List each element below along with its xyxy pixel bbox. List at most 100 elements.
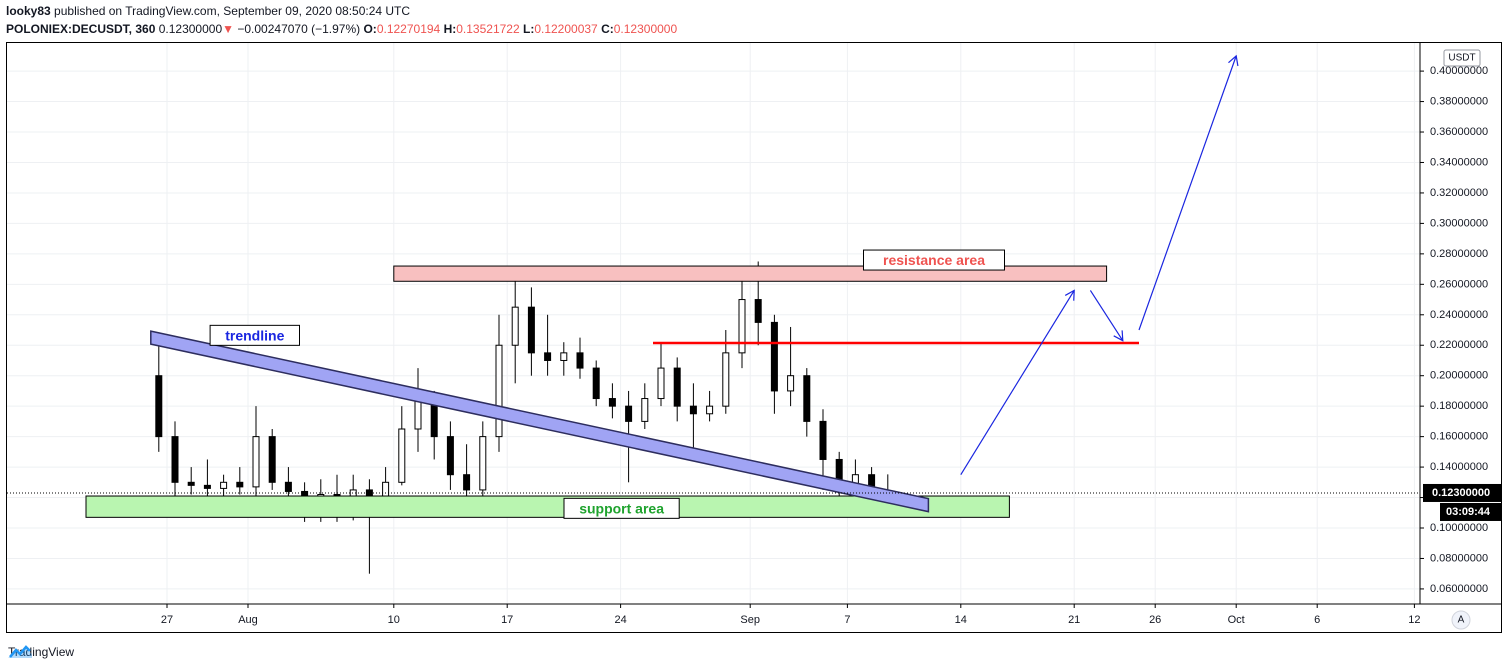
candle[interactable] xyxy=(803,368,811,437)
trendline-label[interactable]: trendline xyxy=(209,324,301,346)
projection-arrow[interactable] xyxy=(1138,54,1239,331)
time-tick-label: Aug xyxy=(238,614,258,626)
candle-body xyxy=(689,405,697,415)
candle[interactable] xyxy=(641,383,649,430)
price-tick-label: 0.08000000 xyxy=(1430,552,1488,564)
candle-body xyxy=(220,481,228,489)
candle-body xyxy=(284,481,292,492)
publish-line: looky83 published on TradingView.com, Se… xyxy=(6,4,410,18)
price-tick-label: 0.28000000 xyxy=(1430,248,1488,260)
open-value: 0.12270194 xyxy=(376,22,441,36)
price-tick-label: 0.16000000 xyxy=(1430,431,1488,443)
candle-body xyxy=(511,306,519,346)
symbol-name[interactable]: POLONIEX:DECUSDT, 360 xyxy=(6,22,156,36)
candle[interactable] xyxy=(203,459,211,498)
candle[interactable] xyxy=(706,390,714,422)
candle[interactable] xyxy=(236,467,244,495)
candle-body xyxy=(722,352,730,407)
candle[interactable] xyxy=(252,406,260,498)
resistance-area-label-box xyxy=(863,249,1005,271)
candle-body xyxy=(187,481,195,486)
candle-body xyxy=(527,306,535,354)
candle[interactable] xyxy=(657,342,665,407)
price-tick-label: 0.14000000 xyxy=(1430,461,1488,473)
tradingview-logo-icon xyxy=(8,645,32,658)
candle[interactable] xyxy=(738,269,746,369)
last-value: 0.12300000 xyxy=(158,22,223,36)
projection-arrow[interactable] xyxy=(1089,290,1124,342)
candle-body xyxy=(252,436,260,488)
countdown-tag-box xyxy=(1440,502,1501,521)
candle-body xyxy=(608,398,616,407)
candle-body xyxy=(236,481,244,488)
candle[interactable] xyxy=(673,357,681,422)
candle[interactable] xyxy=(284,467,292,501)
close-label: C: xyxy=(601,22,614,36)
trendline-channel[interactable] xyxy=(150,330,930,513)
candle[interactable] xyxy=(592,360,600,407)
candle[interactable] xyxy=(414,368,422,452)
candle[interactable] xyxy=(187,467,195,495)
price-tick-label: 0.30000000 xyxy=(1430,217,1488,229)
trendline-label-box xyxy=(209,324,301,346)
candle[interactable] xyxy=(560,342,568,376)
candle-body xyxy=(754,299,762,323)
auto-scale-button[interactable]: A xyxy=(1451,610,1471,630)
time-tick-label: 24 xyxy=(614,614,626,626)
candle[interactable] xyxy=(511,276,519,384)
candle-body xyxy=(414,398,422,430)
candle[interactable] xyxy=(446,421,454,490)
price-tick-label: 0.10000000 xyxy=(1430,522,1488,534)
candle-body xyxy=(155,375,163,438)
time-tick-label: 21 xyxy=(1068,614,1080,626)
price-tick-label: 0.40000000 xyxy=(1430,65,1488,77)
candle[interactable] xyxy=(398,406,406,486)
candle[interactable] xyxy=(268,429,276,490)
candle[interactable] xyxy=(770,314,778,414)
candle[interactable] xyxy=(220,474,228,498)
candle[interactable] xyxy=(787,326,795,407)
close-value: 0.12300000 xyxy=(613,22,678,36)
resistance-area-label[interactable]: resistance area xyxy=(863,249,1005,271)
candle-body xyxy=(479,436,487,491)
candle-body xyxy=(463,474,471,491)
time-tick-label: 14 xyxy=(955,614,967,626)
drawings: trendline resistance area support area xyxy=(7,54,1420,519)
currency-badge[interactable]: USDT xyxy=(1443,49,1481,67)
time-tick-label: 26 xyxy=(1149,614,1161,626)
support-area-label-box xyxy=(563,497,680,519)
candle[interactable] xyxy=(155,345,163,452)
symbol-line: POLONIEX:DECUSDT, 360 0.12300000▼ −0.002… xyxy=(6,22,677,36)
footer: TradingView xyxy=(8,645,74,659)
projection-arrow[interactable] xyxy=(960,289,1075,476)
low-value: 0.12200037 xyxy=(534,22,598,36)
support-area-box[interactable] xyxy=(85,495,1010,518)
trendline-label-text: trendline xyxy=(225,327,284,343)
candle-body xyxy=(203,484,211,489)
price-tick-label: 0.22000000 xyxy=(1430,339,1488,351)
price-tick-label: 0.32000000 xyxy=(1430,187,1488,199)
candle[interactable] xyxy=(544,314,552,376)
high-value: 0.13521722 xyxy=(456,22,520,36)
time-tick-label: 17 xyxy=(501,614,513,626)
candle[interactable] xyxy=(576,337,584,379)
price-tick-label: 0.24000000 xyxy=(1430,309,1488,321)
candle[interactable] xyxy=(689,383,697,455)
candle[interactable] xyxy=(527,287,535,376)
change-value: −0.00247070 (−1.97%) xyxy=(237,22,361,36)
price-tick-label: 0.20000000 xyxy=(1430,370,1488,382)
candle[interactable] xyxy=(608,383,616,419)
candle-body xyxy=(738,299,746,354)
support-area-label[interactable]: support area xyxy=(563,497,680,519)
candle-body xyxy=(560,352,568,361)
countdown-tag-text: 03:09:44 xyxy=(1446,506,1491,518)
price-tick-label: 0.38000000 xyxy=(1430,96,1488,108)
last-price-tag-box xyxy=(1423,483,1501,502)
candle[interactable] xyxy=(171,421,179,498)
author-name[interactable]: looky83 xyxy=(6,4,51,18)
auto-scale-button-text: A xyxy=(1458,615,1465,626)
candle[interactable] xyxy=(495,314,503,452)
candle-body xyxy=(673,367,681,407)
candles xyxy=(155,261,892,574)
